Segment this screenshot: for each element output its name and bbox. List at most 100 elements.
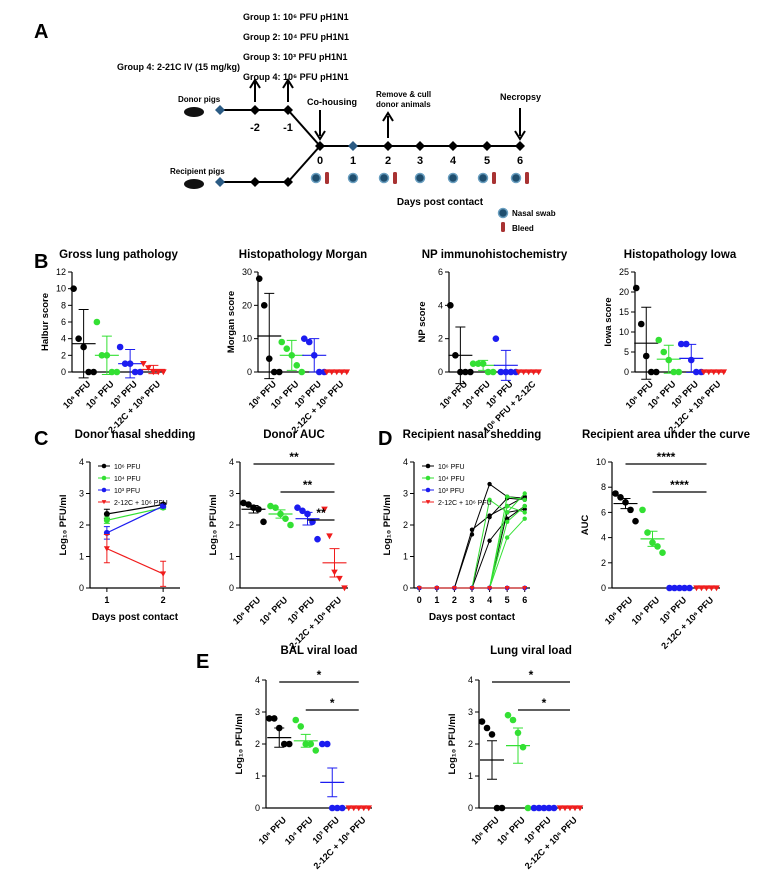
point xyxy=(504,711,512,719)
swab-icon xyxy=(378,172,390,184)
point xyxy=(632,284,640,292)
error-bar xyxy=(101,335,112,375)
x-tick-label: 4 xyxy=(487,595,492,605)
y-tick-label: 1 xyxy=(79,552,84,562)
point xyxy=(297,723,305,730)
y-tick-label: 8 xyxy=(601,482,606,492)
point xyxy=(497,368,505,376)
point xyxy=(452,586,457,591)
point xyxy=(272,504,279,511)
point xyxy=(323,740,331,748)
y-tick-label: 2 xyxy=(438,334,443,344)
chart-title: Gross lung pathology xyxy=(59,249,178,261)
error-bar xyxy=(663,344,674,374)
point xyxy=(307,740,315,748)
x-tick-label: 2 xyxy=(452,595,457,605)
point xyxy=(293,362,301,369)
y-tick-label: 1 xyxy=(229,552,234,562)
point xyxy=(260,302,268,309)
point xyxy=(483,724,491,732)
y-tick-label: 4 xyxy=(403,457,408,467)
legend-label: 10⁴ PFU xyxy=(114,476,141,483)
day-labels: 0 1 2 3 4 5 6 xyxy=(317,155,523,167)
point xyxy=(632,517,639,525)
recipient-label: Recipient pigs xyxy=(170,167,225,176)
significance-label: ** xyxy=(289,450,299,464)
point xyxy=(245,501,252,508)
point xyxy=(655,336,663,344)
y-tick-label: 0 xyxy=(403,583,408,593)
point xyxy=(314,535,321,543)
point xyxy=(328,804,336,812)
significance-label: * xyxy=(330,696,335,710)
y-tick-label: 0 xyxy=(79,583,84,593)
point xyxy=(267,502,274,510)
point xyxy=(660,348,668,356)
y-tick-label: 1 xyxy=(255,771,260,781)
point xyxy=(255,275,263,282)
x-tick-label: 10⁴ PFU xyxy=(283,815,315,847)
y-tick-label: 3 xyxy=(229,489,234,499)
legend-marker xyxy=(101,463,107,469)
point xyxy=(524,804,532,812)
point xyxy=(103,510,110,517)
error-bar xyxy=(274,727,285,748)
y-tick-label: 0 xyxy=(229,583,234,593)
bleed-icon xyxy=(501,222,505,232)
error-bar xyxy=(641,306,652,380)
point xyxy=(522,516,527,521)
y-tick-label: 10 xyxy=(56,284,66,294)
point xyxy=(85,368,92,376)
point xyxy=(509,716,517,724)
y-axis-label: Log₁₀ PFU/ml xyxy=(208,495,219,556)
point xyxy=(285,740,293,748)
point xyxy=(462,368,469,376)
point xyxy=(507,368,515,376)
point xyxy=(275,368,283,376)
point xyxy=(522,507,527,512)
point xyxy=(612,490,619,497)
swab-icon xyxy=(447,172,459,184)
point xyxy=(280,740,288,748)
y-axis-label: Log₁₀ PFU/ml xyxy=(234,714,245,775)
y-tick-label: 0 xyxy=(255,803,260,813)
day-label: 6 xyxy=(517,155,523,167)
point xyxy=(155,369,162,376)
treatment-label: Group 4: 2-21C IV (15 mg/kg) xyxy=(117,62,240,72)
y-tick-label: 2 xyxy=(61,350,66,360)
x-axis-label: Days post contact xyxy=(92,612,179,623)
y-tick-label: 4 xyxy=(601,533,606,543)
necropsy-label: Necropsy xyxy=(500,92,541,102)
y-axis-label: Iowa score xyxy=(603,297,614,346)
point xyxy=(489,368,497,376)
y-tick-label: 3 xyxy=(468,707,473,717)
y-tick-label: 2 xyxy=(79,520,84,530)
legend-marker xyxy=(425,475,431,481)
y-tick-label: 2 xyxy=(255,739,260,749)
legend-label: 10³ PFU xyxy=(114,488,140,495)
error-bar xyxy=(455,326,466,385)
bleed-icon xyxy=(492,172,496,184)
legend-label: 2-12C + 10⁶ PFU xyxy=(114,500,168,507)
y-tick-label: 0 xyxy=(624,367,629,377)
series-line xyxy=(106,503,164,515)
chart: BAL viral load Log₁₀ PFU/ml 0 1 2 3 4 10⁶ PFU10… xyxy=(234,645,373,871)
legend-marker xyxy=(425,463,431,469)
chart-title: Recipient nasal shedding xyxy=(403,429,542,441)
point xyxy=(75,335,82,342)
point xyxy=(160,369,167,376)
error-bar xyxy=(327,767,338,798)
point xyxy=(522,497,527,502)
significance-label: **** xyxy=(657,450,676,464)
point xyxy=(504,503,510,509)
panel-label: C xyxy=(34,428,48,450)
error-bar xyxy=(620,498,631,510)
swab-icon xyxy=(347,172,359,184)
samples xyxy=(310,172,529,184)
day-label: 1 xyxy=(350,155,356,167)
panel-label: B xyxy=(34,251,48,273)
series-line xyxy=(106,507,164,521)
error-bar xyxy=(300,733,311,748)
